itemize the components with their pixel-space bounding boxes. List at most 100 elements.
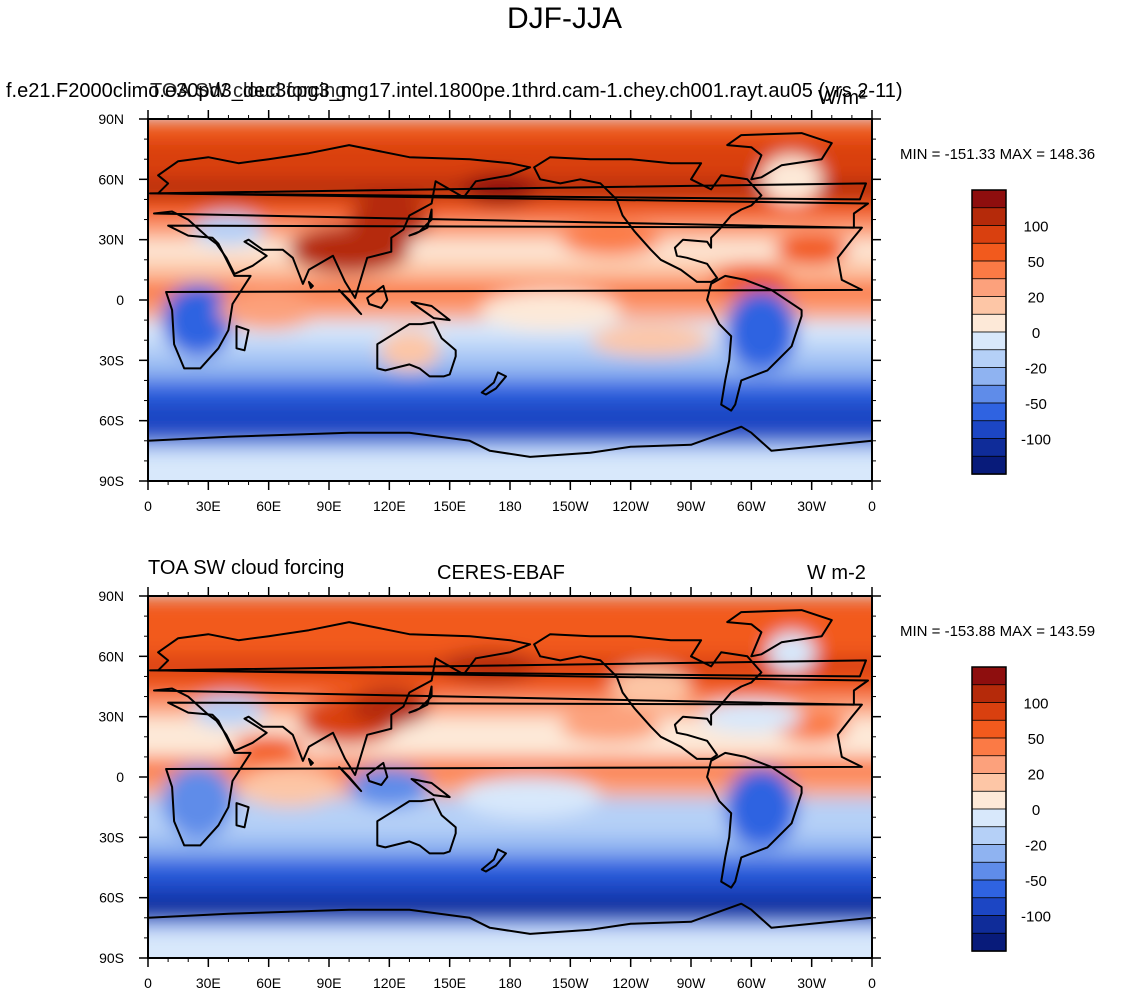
colorbar-swatch <box>971 455 1007 475</box>
panel2-min-max: MIN = -153.88 MAX = 143.59 <box>900 623 1096 640</box>
field-anomaly <box>711 263 792 296</box>
colorbar-swatch <box>971 384 1007 404</box>
x-tick-label: 150E <box>433 975 466 991</box>
colorbar-swatch <box>971 225 1007 244</box>
coastline <box>153 144 869 299</box>
field-contours <box>148 596 872 958</box>
coastline <box>153 621 869 776</box>
y-tick-label: 60N <box>98 171 124 187</box>
field-anomaly <box>725 289 798 371</box>
field-anomaly <box>701 700 802 733</box>
coastline <box>235 802 250 829</box>
figure-title: DJF-JJA <box>507 2 622 35</box>
axes: 0 30E 60E 90E 120E 150E 180 150W 120W 90W 60W 30W 0 9… <box>98 110 881 514</box>
colorbar-label: 20 <box>1028 290 1045 307</box>
coastline <box>410 778 451 799</box>
x-tick-label: 180 <box>498 498 522 514</box>
latitude-band <box>148 877 872 899</box>
coastline <box>149 182 867 201</box>
x-tick-label: 60W <box>737 975 767 991</box>
colorbar-swatch <box>971 737 1007 757</box>
coastline <box>366 284 389 309</box>
y-tick-label: 30N <box>98 709 124 725</box>
latitude-band <box>148 927 872 958</box>
field-anomaly <box>379 330 440 371</box>
field-contours <box>148 119 872 481</box>
colorbar-swatch <box>971 331 1007 351</box>
colorbar-swatch <box>971 260 1007 280</box>
latitude-band <box>148 450 872 481</box>
colorbar-ceres: 100 50 20 0 -20 -50 -100 <box>971 666 1051 952</box>
y-tick-label: 0 <box>116 769 124 785</box>
colorbar-swatch <box>971 207 1007 227</box>
x-tick-label: 30W <box>797 498 827 514</box>
colorbar-swatch <box>971 420 1007 440</box>
x-tick-label: 30E <box>196 975 221 991</box>
latitude-band <box>148 676 872 698</box>
panel1-min-max: MIN = -151.33 MAX = 148.36 <box>900 146 1096 163</box>
x-tick-label: 150W <box>552 498 589 514</box>
coastline <box>165 701 863 847</box>
field-anomaly <box>162 283 235 357</box>
coastlines <box>148 609 872 958</box>
y-tick-label: 60N <box>98 648 124 664</box>
colorbar-label: 100 <box>1023 696 1048 713</box>
colorbar-swatch <box>971 666 1007 686</box>
colorbar-label: -50 <box>1025 873 1047 890</box>
x-tick-label: 90W <box>677 498 707 514</box>
colorbar-swatch <box>971 402 1007 422</box>
coastline <box>307 757 314 766</box>
field-anomaly <box>459 777 601 818</box>
coastline <box>726 609 833 658</box>
x-tick-label: 0 <box>868 498 876 514</box>
map-panel-model: 0 30E 60E 90E 120E 150E 180 150W 120W 90W 60W 30W 0 9… <box>98 110 881 514</box>
colorbar-swatch <box>971 296 1007 315</box>
panel2-dataset-title: CERES-EBAF <box>437 562 565 584</box>
colorbar-swatch <box>971 826 1007 846</box>
coastline <box>338 765 363 793</box>
y-tick-label: 90S <box>99 950 124 966</box>
x-tick-label: 90E <box>317 975 342 991</box>
y-tick-label: 90N <box>98 588 124 604</box>
coastline <box>307 280 314 289</box>
field-anomaly <box>590 324 712 357</box>
axes: 0 30E 60E 90E 120E 150E 180 150W 120W 90W 60W 30W 0 9… <box>98 587 881 991</box>
colorbar-swatch <box>971 790 1007 810</box>
field-anomaly <box>761 155 822 204</box>
y-tick-label: 90N <box>98 111 124 127</box>
colorbar-swatch <box>971 702 1007 721</box>
latitude-band <box>148 380 872 402</box>
latitude-band <box>148 817 872 839</box>
y-tick-label: 0 <box>116 292 124 308</box>
coastline <box>408 685 433 714</box>
field-anomaly <box>560 710 661 743</box>
colorbar-label: -20 <box>1025 838 1047 855</box>
field-anomaly <box>560 223 661 256</box>
map-panel-ceres: 0 30E 60E 90E 120E 150E 180 150W 120W 90W 60W 30W 0 9… <box>98 587 881 991</box>
colorbar-label: -50 <box>1025 396 1047 413</box>
coastline <box>408 208 433 237</box>
x-tick-label: 0 <box>144 975 152 991</box>
latitude-band <box>148 360 872 382</box>
latitude-band <box>148 400 872 422</box>
y-tick-label: 60S <box>99 413 124 429</box>
coastline <box>410 301 451 322</box>
coastline <box>706 751 803 889</box>
x-tick-label: 0 <box>868 975 876 991</box>
coastline <box>148 902 872 958</box>
coastline <box>338 288 363 316</box>
coastline <box>148 425 872 481</box>
coastline <box>480 371 507 396</box>
latitude-band <box>148 199 872 221</box>
colorbar-label: -100 <box>1021 432 1051 449</box>
field-anomaly <box>479 289 621 331</box>
panel1-units: W/m² <box>818 87 866 109</box>
x-tick-label: 120W <box>612 975 649 991</box>
colorbar-swatch <box>971 189 1007 209</box>
colorbar-swatch <box>971 808 1007 828</box>
coastline <box>149 659 867 678</box>
colorbar-swatch <box>971 861 1007 881</box>
latitude-band <box>148 119 872 141</box>
x-tick-label: 60W <box>737 498 767 514</box>
colorbar-label: 100 <box>1023 219 1048 236</box>
